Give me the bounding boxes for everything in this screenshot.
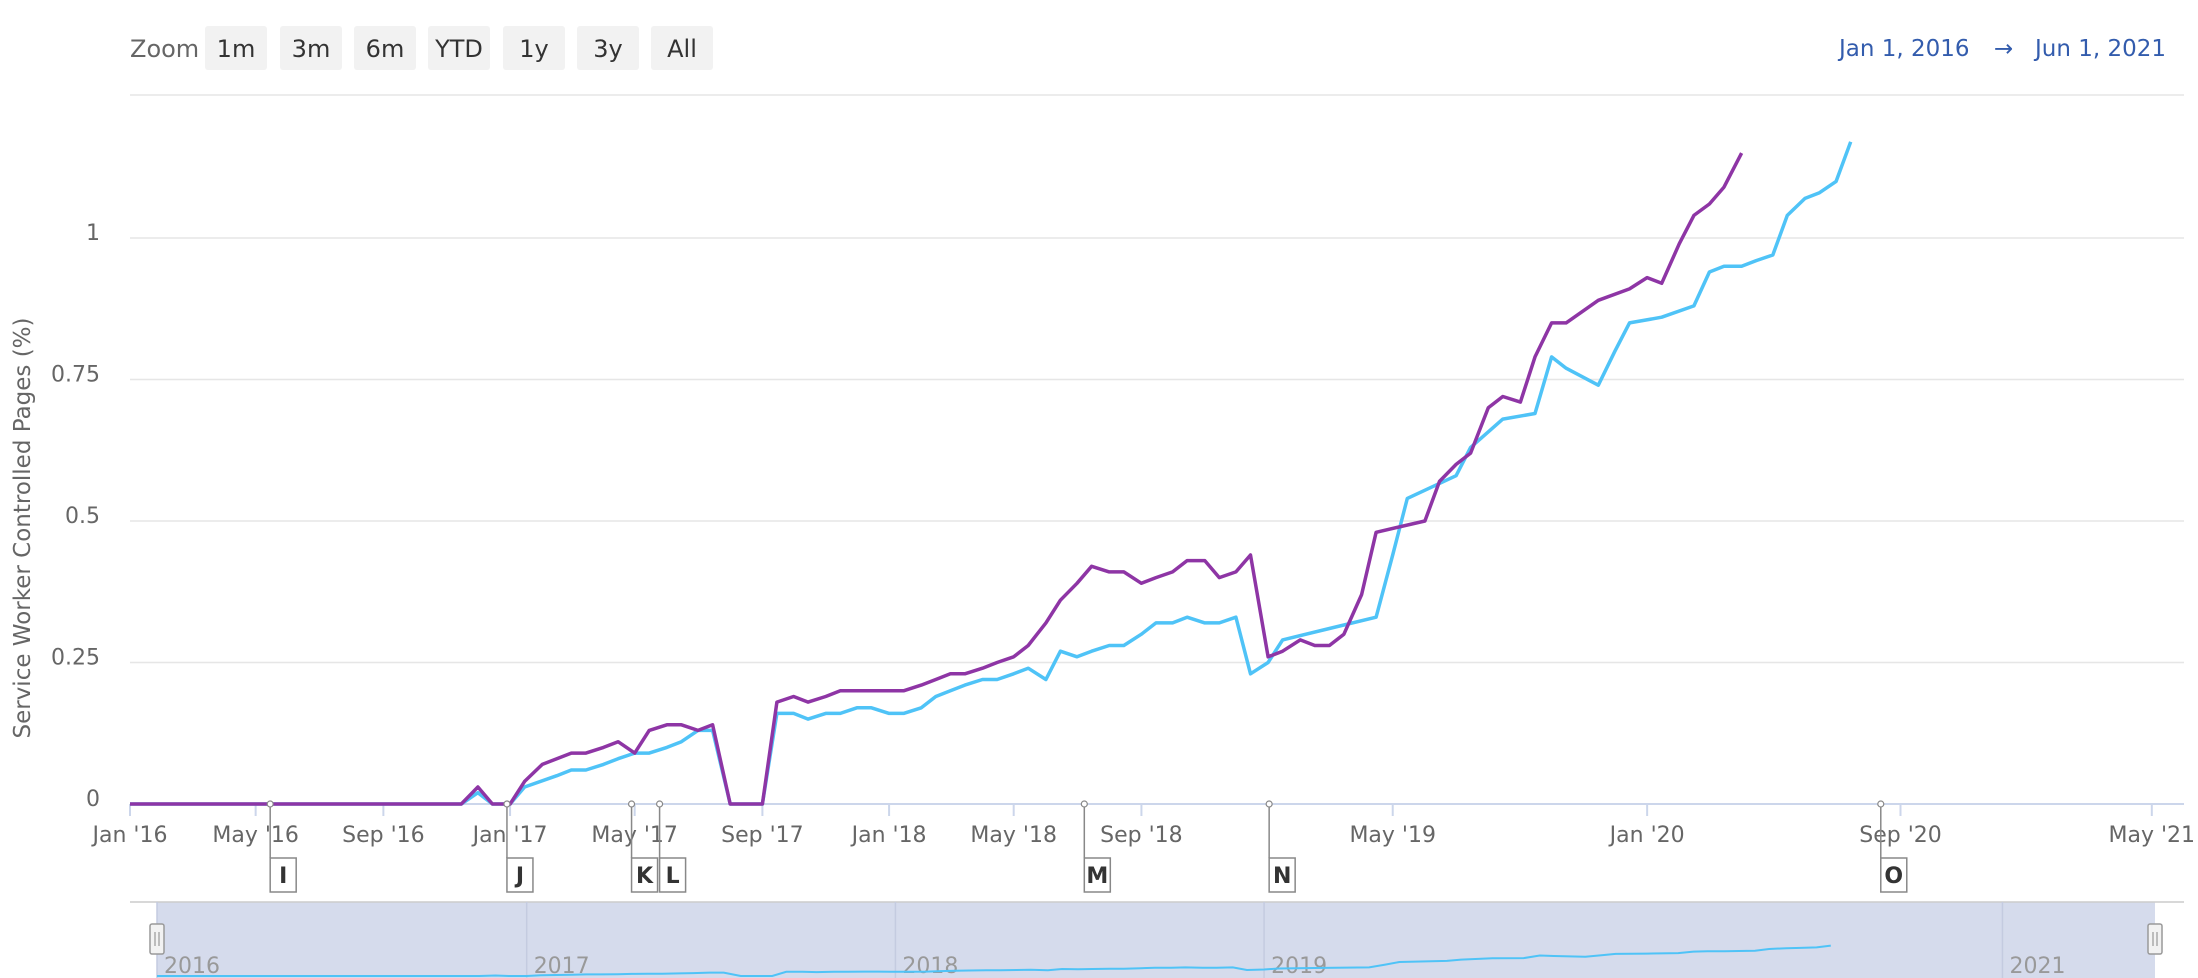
handle-grip[interactable] (2147, 923, 2163, 955)
zoom-button-label[interactable]: 1y (519, 35, 548, 63)
flag-label: J (514, 864, 524, 889)
event-flag-i[interactable]: I (266, 800, 297, 893)
navigator-label: 2018 (902, 954, 958, 978)
event-flag-k[interactable]: K (627, 800, 659, 893)
flag-box[interactable] (1083, 857, 1112, 893)
zoom-button-label[interactable]: 1m (217, 35, 256, 63)
x-tick-label: Sep '18 (1100, 823, 1183, 848)
flag-anchor (1265, 800, 1273, 808)
zoom-label: Zoom (130, 35, 199, 63)
zoom-button-bg[interactable] (503, 26, 565, 70)
zoom-button-label[interactable]: 3m (292, 35, 331, 63)
event-flag-j[interactable]: J (503, 800, 534, 893)
flag-anchor (266, 800, 274, 808)
zoom-button-label[interactable]: All (667, 35, 697, 63)
series-line-1[interactable] (130, 141, 1853, 806)
flag-anchor (1080, 800, 1088, 808)
x-tick-label: May '18 (970, 823, 1057, 848)
navigator-selection[interactable] (157, 902, 2155, 978)
flag-label: K (636, 864, 654, 889)
flag-label: N (1273, 864, 1291, 889)
flag-label: I (279, 864, 287, 889)
zoom-button-6m[interactable]: 6m (354, 26, 416, 70)
x-tick-label: Sep '17 (721, 823, 804, 848)
zoom-button-3m[interactable]: 3m (280, 26, 342, 70)
navigator-series (157, 944, 1831, 977)
flag-label: L (666, 864, 680, 889)
x-tick-label: Sep '20 (1859, 823, 1942, 848)
flag-label: M (1086, 864, 1108, 889)
x-tick-label: Jan '20 (1608, 823, 1685, 848)
navigator-label: 2019 (1271, 954, 1327, 978)
series-lines (130, 141, 1853, 806)
flag-anchor (655, 800, 664, 808)
zoom-toolbar: Zoom 1m 3m 6m YTD 1y 3y All (130, 26, 713, 70)
navigator-handle-right[interactable] (2147, 923, 2163, 955)
navigator-label: 2021 (2009, 954, 2065, 978)
zoom-button-bg[interactable] (428, 26, 490, 70)
x-tick-label: May '19 (1349, 823, 1436, 848)
date-range: Jan 1, 2016 → Jun 1, 2021 (1837, 36, 2166, 62)
gridlines (130, 94, 2184, 664)
y-tick-label: 0 (86, 787, 100, 812)
range-from[interactable]: Jan 1, 2016 (1837, 36, 1970, 62)
x-tick-label: May '16 (212, 823, 299, 848)
y-tick-label: 0.75 (51, 363, 100, 388)
event-flag-o[interactable]: O (1877, 800, 1908, 893)
x-tick-label: Jan '18 (850, 823, 927, 848)
flag-box[interactable] (630, 857, 659, 893)
zoom-button-bg[interactable] (280, 26, 342, 70)
zoom-button-1y[interactable]: 1y (503, 26, 565, 70)
x-tick-label: Jan '17 (471, 823, 548, 848)
x-tick-label: Jan '16 (91, 823, 168, 848)
x-tick-label: May '21 (2109, 823, 2196, 848)
zoom-button-3y[interactable]: 3y (577, 26, 639, 70)
navigator[interactable]: 2016 2017 2018 2019 2021 (130, 901, 2184, 978)
y-tick-label: 1 (86, 221, 100, 246)
y-axis-title: Service Worker Controlled Pages (%) (10, 317, 36, 738)
x-tick-label: May '17 (591, 823, 678, 848)
zoom-button-label[interactable]: YTD (434, 35, 483, 63)
x-axis-ticks: Jan '16 May '16 Sep '16 Jan '17 May '17 Sep '… (91, 804, 2196, 848)
zoom-button-label[interactable]: 3y (593, 35, 622, 63)
zoom-button-all[interactable]: All (651, 26, 713, 70)
navigator-label: 2016 (164, 954, 220, 978)
flag-label: O (1884, 864, 1903, 889)
event-flag-m[interactable]: M (1080, 800, 1112, 893)
series-line-2[interactable] (130, 152, 1744, 806)
flag-box[interactable] (269, 857, 297, 893)
y-axis-ticks: 0 0.25 0.5 0.75 1 (51, 221, 100, 812)
zoom-button-ytd[interactable]: YTD (428, 26, 490, 70)
flag-anchor (627, 800, 636, 808)
zoom-button-bg[interactable] (577, 26, 639, 70)
y-tick-label: 0.5 (65, 504, 100, 529)
handle-grip[interactable] (149, 923, 165, 955)
navigator-handle-left[interactable] (149, 923, 165, 955)
zoom-button-bg[interactable] (354, 26, 416, 70)
y-tick-label: 0.25 (51, 646, 100, 671)
flag-box[interactable] (658, 857, 687, 893)
flag-box[interactable] (1880, 857, 1908, 893)
zoom-button-1m[interactable]: 1m (205, 26, 267, 70)
event-flag-n[interactable]: N (1265, 800, 1296, 893)
flag-anchor (1877, 800, 1885, 808)
range-arrow: → (1994, 36, 2013, 62)
zoom-button-bg[interactable] (205, 26, 267, 70)
flag-box[interactable] (506, 857, 534, 893)
range-to[interactable]: Jun 1, 2021 (2033, 36, 2166, 62)
x-tick-label: Sep '16 (342, 823, 425, 848)
zoom-button-label[interactable]: 6m (366, 35, 405, 63)
event-flag-l[interactable]: L (655, 800, 687, 893)
flag-box[interactable] (1268, 857, 1296, 893)
zoom-button-bg[interactable] (651, 26, 713, 70)
flag-anchor (503, 800, 511, 808)
